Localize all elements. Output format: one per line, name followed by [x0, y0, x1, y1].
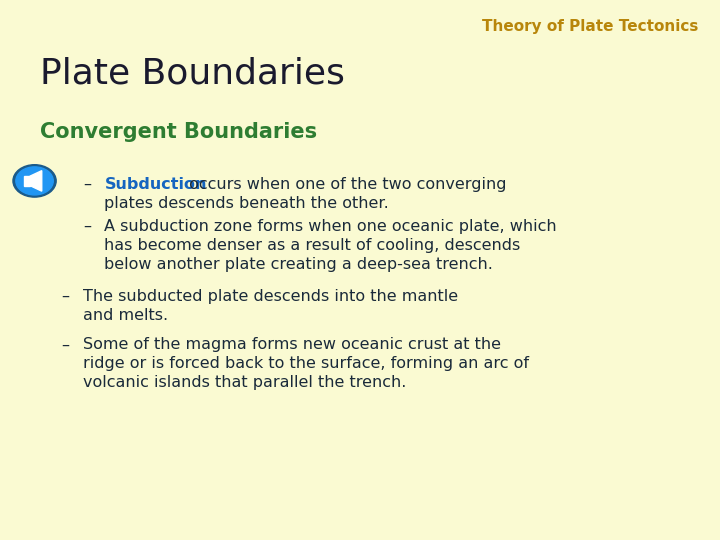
Text: volcanic islands that parallel the trench.: volcanic islands that parallel the trenc…: [83, 375, 406, 390]
Text: plates descends beneath the other.: plates descends beneath the other.: [104, 196, 389, 211]
Text: Convergent Boundaries: Convergent Boundaries: [40, 122, 317, 141]
Text: –: –: [61, 289, 69, 304]
Text: The subducted plate descends into the mantle: The subducted plate descends into the ma…: [83, 289, 458, 304]
Text: has become denser as a result of cooling, descends: has become denser as a result of cooling…: [104, 238, 521, 253]
Text: ridge or is forced back to the surface, forming an arc of: ridge or is forced back to the surface, …: [83, 356, 528, 372]
Text: Subduction: Subduction: [104, 177, 207, 192]
Text: Plate Boundaries: Plate Boundaries: [40, 57, 344, 91]
Text: A subduction zone forms when one oceanic plate, which: A subduction zone forms when one oceanic…: [104, 219, 557, 234]
Text: –: –: [61, 338, 69, 353]
Text: –: –: [83, 177, 91, 192]
Text: –: –: [83, 219, 91, 234]
Text: below another plate creating a deep-sea trench.: below another plate creating a deep-sea …: [104, 256, 493, 272]
Text: Some of the magma forms new oceanic crust at the: Some of the magma forms new oceanic crus…: [83, 338, 501, 353]
Text: occurs when one of the two converging: occurs when one of the two converging: [184, 177, 506, 192]
Text: Theory of Plate Tectonics: Theory of Plate Tectonics: [482, 19, 698, 34]
Text: and melts.: and melts.: [83, 308, 168, 323]
